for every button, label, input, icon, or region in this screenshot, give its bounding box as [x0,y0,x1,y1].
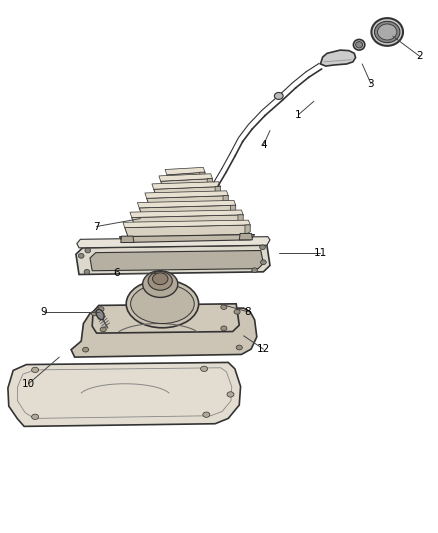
Ellipse shape [202,412,209,417]
Ellipse shape [96,309,104,320]
Polygon shape [139,205,235,217]
Ellipse shape [98,307,104,311]
Ellipse shape [260,260,265,265]
Ellipse shape [220,305,226,309]
Ellipse shape [226,392,233,397]
Text: 1: 1 [294,110,301,119]
Text: 9: 9 [40,307,47,317]
Polygon shape [145,191,228,198]
Text: 8: 8 [244,307,251,317]
Ellipse shape [251,268,257,273]
Polygon shape [8,362,240,426]
Polygon shape [90,251,263,271]
Polygon shape [77,237,269,248]
Polygon shape [124,225,250,237]
Polygon shape [159,174,212,181]
Polygon shape [237,215,243,225]
Polygon shape [160,179,212,189]
Polygon shape [76,245,269,274]
Polygon shape [153,187,220,198]
Ellipse shape [220,326,226,330]
Polygon shape [153,276,176,287]
Polygon shape [244,225,250,235]
Polygon shape [123,220,250,228]
Ellipse shape [32,414,39,419]
Ellipse shape [259,245,265,249]
Ellipse shape [84,269,90,274]
Polygon shape [166,172,205,181]
Ellipse shape [152,273,167,285]
Ellipse shape [236,345,242,350]
Ellipse shape [78,253,84,258]
Ellipse shape [85,248,91,253]
Ellipse shape [126,280,198,328]
Text: 7: 7 [93,222,100,231]
Polygon shape [146,196,228,208]
Polygon shape [199,172,205,179]
Text: 10: 10 [22,379,35,389]
Polygon shape [207,179,212,187]
Ellipse shape [377,24,396,40]
Polygon shape [215,187,220,196]
Polygon shape [137,200,235,208]
Polygon shape [152,182,220,189]
Polygon shape [92,304,239,333]
Ellipse shape [142,271,177,297]
Ellipse shape [274,93,283,100]
Polygon shape [130,210,243,217]
Ellipse shape [353,39,364,50]
Polygon shape [120,236,134,243]
Bar [158,280,173,285]
Ellipse shape [355,42,362,48]
Polygon shape [230,205,235,215]
Polygon shape [239,233,252,240]
Ellipse shape [100,327,106,332]
Text: 12: 12 [256,344,269,354]
Text: 11: 11 [313,248,326,258]
Ellipse shape [82,348,88,352]
Ellipse shape [91,311,97,316]
Polygon shape [165,167,205,175]
Ellipse shape [32,367,39,373]
Text: 4: 4 [259,140,266,150]
Ellipse shape [131,284,194,324]
Text: 6: 6 [113,268,120,278]
Ellipse shape [233,309,240,314]
Text: 3: 3 [367,79,374,88]
Polygon shape [131,215,243,228]
Polygon shape [119,235,254,243]
Text: 2: 2 [415,51,422,61]
Polygon shape [71,308,256,357]
Ellipse shape [371,18,402,46]
Ellipse shape [374,21,399,43]
Polygon shape [320,50,355,66]
Polygon shape [223,196,228,205]
Ellipse shape [200,366,207,372]
Ellipse shape [148,271,172,290]
